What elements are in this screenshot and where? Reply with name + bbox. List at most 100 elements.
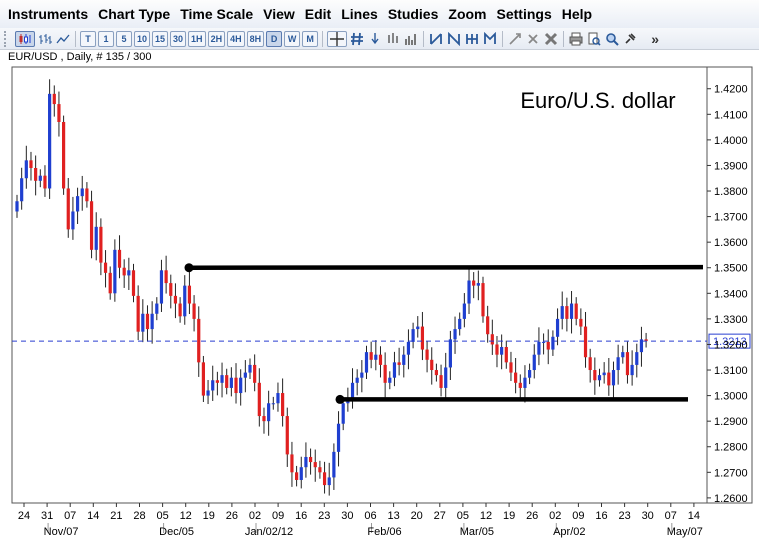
candle-body <box>29 160 33 169</box>
resistance-line[interactable] <box>188 264 704 270</box>
timeframe-w-button[interactable]: W <box>284 30 301 47</box>
candle-body <box>541 341 546 343</box>
menu-lines[interactable]: Lines <box>341 6 378 22</box>
grid-button[interactable] <box>349 31 365 47</box>
candle-body <box>253 364 257 383</box>
print-preview-button[interactable] <box>586 31 602 47</box>
timeframe-m-button[interactable]: M <box>302 30 319 47</box>
last-price-box <box>708 333 751 349</box>
candle-body <box>607 372 611 386</box>
candle-body <box>374 354 378 360</box>
tick-chart-button[interactable] <box>385 31 401 47</box>
timeframe-d-button[interactable]: D <box>266 30 283 47</box>
pin-button[interactable] <box>622 31 638 47</box>
chart-title: Euro/U.S. dollar <box>520 88 675 113</box>
draw-line-button-2[interactable] <box>446 31 462 47</box>
y-tick-label: 1.2800 <box>714 442 748 454</box>
timeframe-10-button[interactable]: 10 <box>134 30 151 47</box>
menu-studies[interactable]: Studies <box>387 6 439 22</box>
menu-edit[interactable]: Edit <box>304 6 332 22</box>
zoom-button[interactable] <box>604 31 620 47</box>
indicator-button[interactable] <box>367 31 383 47</box>
delete-all-button[interactable] <box>543 31 559 47</box>
bar-chart-button[interactable] <box>37 31 53 47</box>
menu-instruments[interactable]: Instruments <box>8 6 89 22</box>
candle-body <box>169 283 173 296</box>
timeframe-2h-button[interactable]: 2H <box>207 30 226 47</box>
candle-body <box>75 196 80 212</box>
candle-body <box>341 403 345 424</box>
candle-body <box>94 226 98 250</box>
cursor-button[interactable] <box>507 31 523 47</box>
timeframe-15-button[interactable]: 15 <box>152 30 169 47</box>
menu-zoom[interactable]: Zoom <box>448 6 487 22</box>
candle-body <box>103 262 108 273</box>
toolbar-more-button[interactable]: » <box>651 30 659 47</box>
candle-body <box>388 377 392 383</box>
y-tick-label: 1.2600 <box>714 493 748 505</box>
candle-body <box>71 211 75 230</box>
pin-icon <box>625 32 636 44</box>
x-tick-label: 26 <box>226 510 238 522</box>
x-tick-label: 23 <box>618 510 630 522</box>
candle-body <box>62 121 66 189</box>
delete-line-button[interactable] <box>525 31 541 47</box>
timeframe-1-button[interactable]: 1 <box>98 30 114 47</box>
candlestick-chart-button[interactable] <box>15 30 35 47</box>
candle-body <box>378 354 383 365</box>
print-button[interactable] <box>568 31 584 47</box>
draw-line-button-4[interactable] <box>482 31 498 47</box>
candle-body <box>434 370 438 376</box>
x-tick-label: 31 <box>41 510 53 522</box>
volume-button[interactable] <box>403 31 419 47</box>
timeframe-t-button[interactable]: T <box>80 30 96 47</box>
y-tick-label: 1.4000 <box>714 135 748 147</box>
timeframe-1h-button[interactable]: 1H <box>188 30 206 47</box>
candle-body <box>308 456 313 463</box>
candle-body <box>560 306 564 319</box>
y-tick-label: 1.3600 <box>714 237 748 249</box>
x-tick-label: 05 <box>156 510 168 522</box>
candle-body <box>406 341 411 355</box>
line-chart-button[interactable] <box>55 31 71 47</box>
candle-body <box>159 270 164 304</box>
candle-body <box>430 359 434 371</box>
x-tick-label: 07 <box>64 510 76 522</box>
menu-time-scale[interactable]: Time Scale <box>180 6 254 22</box>
channel-icon <box>448 31 461 46</box>
draw-line-button-1[interactable] <box>428 31 444 47</box>
toolbar-separator <box>322 30 324 47</box>
y-tick-label: 1.3900 <box>714 160 748 172</box>
timeframe-4h-button[interactable]: 4H <box>227 30 245 47</box>
candle-body <box>285 416 289 455</box>
menu-help[interactable]: Help <box>561 6 593 22</box>
candle-body <box>127 270 131 276</box>
candle-body <box>593 370 597 381</box>
timeframe-5-button[interactable]: 5 <box>116 30 132 47</box>
price-chart[interactable]: 1.3213 1.4200 1.4100 1.4000 1.3900 1.3800 1.3… <box>0 64 759 540</box>
candle-body <box>332 451 336 478</box>
timeframe-8h-button[interactable]: 8H <box>246 30 265 47</box>
candle-body <box>122 267 126 276</box>
timeframe-30-button[interactable]: 30 <box>170 30 187 47</box>
menu-settings[interactable]: Settings <box>496 6 552 22</box>
resistance-line-handle[interactable] <box>184 263 194 273</box>
crosshair-button[interactable] <box>327 30 348 47</box>
x-tick-label: 12 <box>180 510 192 522</box>
draw-line-button-3[interactable] <box>464 31 480 47</box>
candle-body <box>495 344 499 355</box>
candle-body <box>462 303 466 319</box>
candle-body <box>476 283 480 286</box>
candle-body <box>267 403 271 422</box>
toolbar-separator <box>563 30 565 47</box>
candle-body <box>99 226 103 263</box>
menu-chart-type[interactable]: Chart Type <box>98 6 171 22</box>
menu-view[interactable]: View <box>263 6 295 22</box>
candle-body <box>52 93 56 105</box>
candle-body <box>630 364 634 376</box>
candle-body <box>602 372 606 376</box>
candle-body <box>318 467 322 473</box>
candle-body <box>38 175 42 181</box>
trendline-icon <box>430 32 443 45</box>
support-line-handle[interactable] <box>335 394 345 404</box>
